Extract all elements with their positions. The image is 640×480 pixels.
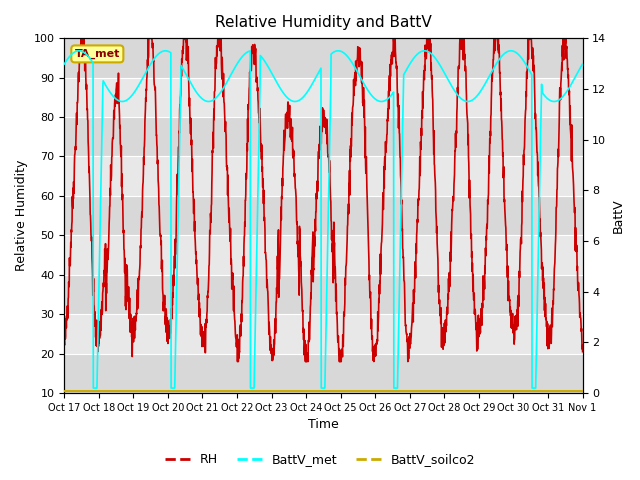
Bar [64, 117, 582, 156]
Y-axis label: BattV: BattV [612, 198, 625, 233]
X-axis label: Time: Time [308, 419, 339, 432]
Bar [64, 314, 582, 354]
Bar [64, 235, 582, 275]
Title: Relative Humidity and BattV: Relative Humidity and BattV [215, 15, 432, 30]
Bar [64, 78, 582, 117]
Text: TA_met: TA_met [75, 49, 120, 59]
Bar [64, 275, 582, 314]
Y-axis label: Relative Humidity: Relative Humidity [15, 160, 28, 271]
Bar [64, 38, 582, 78]
Legend: RH, BattV_met, BattV_soilco2: RH, BattV_met, BattV_soilco2 [159, 448, 481, 471]
Bar [64, 156, 582, 196]
Bar [64, 196, 582, 235]
Bar [64, 354, 582, 393]
